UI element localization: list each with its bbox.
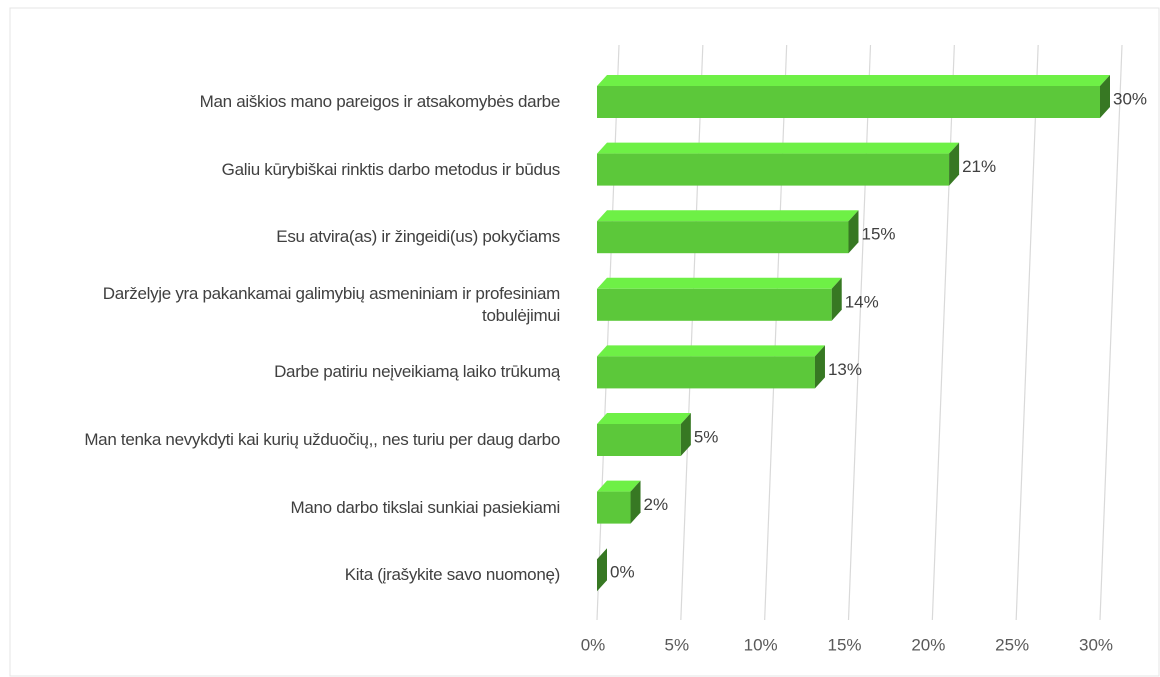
bar	[597, 548, 607, 592]
bar-top	[597, 75, 1110, 86]
category-label: Mano darbo tikslai sunkiai pasiekiami	[290, 497, 560, 517]
category-label: Darželyje yra pakankamai galimybių asmen…	[102, 283, 560, 325]
grid-line	[596, 44, 620, 621]
category-label-wrap: Galiu kūrybiškai rinktis darbo metodus i…	[70, 140, 560, 200]
category-label-box: Galiu kūrybiškai rinktis darbo metodus i…	[70, 140, 560, 200]
bar-front	[597, 491, 631, 524]
x-tick-label: 25%	[995, 635, 1029, 654]
bar	[597, 210, 859, 254]
grid-line	[1099, 44, 1123, 621]
value-label: 13%	[828, 360, 862, 379]
category-label: Darbe patiriu neįveikiamą laiko trūkumą	[274, 362, 560, 382]
category-label-wrap: Darželyje yra pakankamai galimybių asmen…	[70, 275, 560, 335]
bar-top	[597, 277, 842, 289]
value-label: 14%	[845, 292, 879, 311]
category-label-box: Esu atvira(as) ir žingeidi(us) pokyčiams	[70, 207, 560, 267]
value-label: 21%	[962, 157, 996, 176]
category-label-box: Darbe patiriu neįveikiamą laiko trūkumą	[70, 342, 560, 402]
category-label-wrap: Mano darbo tikslai sunkiai pasiekiami	[70, 478, 560, 538]
bar-top	[597, 480, 641, 492]
bar-top	[597, 345, 825, 357]
grid-line	[1015, 44, 1039, 621]
category-label-wrap: Kita (įrašykite savo nuomonę)	[70, 545, 560, 605]
value-label: 5%	[694, 427, 719, 446]
category-label: Man tenka nevykdyti kai kurių užduočių,,…	[84, 430, 560, 449]
grid-line	[680, 44, 704, 621]
bar	[597, 480, 641, 524]
bar-top	[597, 142, 960, 154]
value-label: 2%	[644, 495, 669, 514]
bar-top	[597, 413, 691, 424]
value-label: 15%	[862, 225, 896, 244]
value-label: 30%	[1113, 89, 1147, 108]
x-tick-label: 0%	[581, 635, 606, 654]
bar-side	[680, 413, 691, 456]
category-label-wrap: Man tenka nevykdyti kai kurių užduočių,,…	[70, 410, 560, 470]
bar-side	[814, 345, 825, 389]
bar	[597, 413, 691, 456]
bar-front	[597, 86, 1100, 118]
x-tick-label: 10%	[744, 635, 778, 654]
bar-front	[597, 221, 849, 254]
bar	[597, 345, 825, 389]
category-label-box: Kita (įrašykite savo nuomonę)	[70, 545, 560, 605]
category-label-box: Man tenka nevykdyti kai kurių užduočių,,…	[70, 410, 560, 470]
category-label: Man aiškios mano pareigos ir atsakomybės…	[199, 92, 560, 111]
bar-top	[597, 210, 859, 222]
bar-side	[597, 548, 607, 592]
bar-side	[831, 277, 842, 321]
bar-front	[597, 356, 815, 389]
category-label-wrap: Man aiškios mano pareigos ir atsakomybės…	[70, 72, 560, 132]
category-label-box: Man aiškios mano pareigos ir atsakomybės…	[70, 72, 560, 132]
category-label-box: Darželyje yra pakankamai galimybių asmen…	[70, 275, 560, 335]
grid-line	[847, 44, 872, 621]
bar-side	[848, 210, 859, 254]
grid-line	[931, 44, 955, 621]
category-label: Galiu kūrybiškai rinktis darbo metodus i…	[221, 159, 560, 179]
category-label-box: Mano darbo tikslai sunkiai pasiekiami	[70, 478, 560, 538]
bar	[597, 277, 842, 321]
bar	[597, 75, 1110, 118]
chart-frame	[9, 7, 1160, 677]
category-label: Esu atvira(as) ir žingeidi(us) pokyčiams	[276, 227, 560, 247]
bar-front	[597, 288, 832, 321]
value-label: 0%	[610, 563, 635, 582]
bar-side	[949, 142, 960, 186]
category-label: Kita (įrašykite savo nuomonę)	[344, 565, 560, 585]
x-tick-label: 5%	[665, 635, 690, 654]
bar-side	[630, 480, 641, 524]
x-tick-label: 30%	[1079, 635, 1113, 654]
x-tick-label: 20%	[911, 635, 945, 654]
category-label-wrap: Darbe patiriu neįveikiamą laiko trūkumą	[70, 342, 560, 402]
bar	[597, 142, 960, 186]
bar-front	[597, 424, 681, 456]
bar-side	[1100, 75, 1110, 118]
category-label-wrap: Esu atvira(as) ir žingeidi(us) pokyčiams	[70, 207, 560, 267]
bar-front	[597, 153, 950, 186]
x-tick-label: 15%	[827, 635, 861, 654]
grid-line	[764, 44, 788, 621]
